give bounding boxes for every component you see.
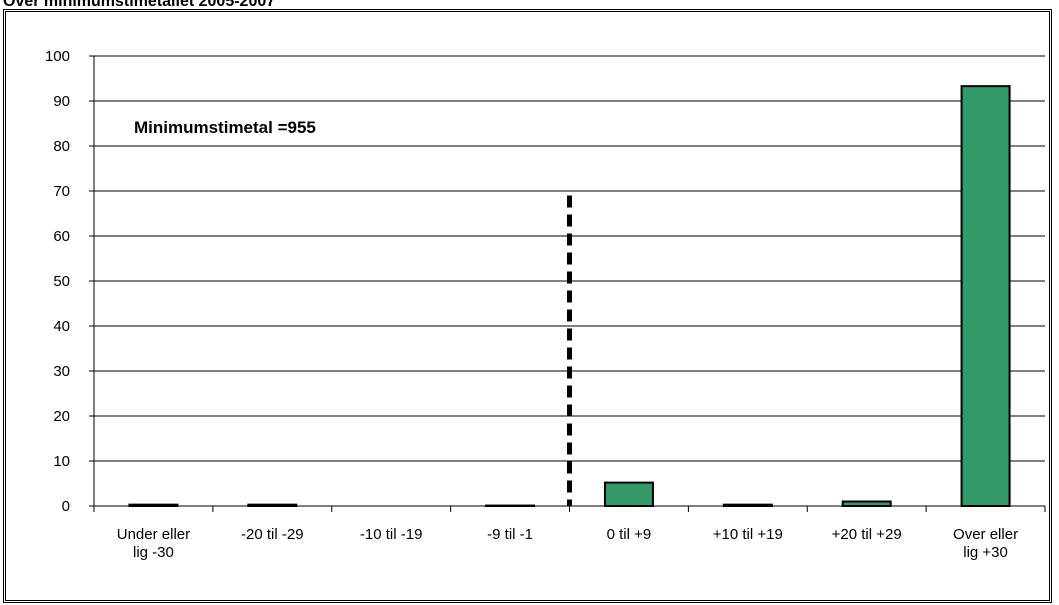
- x-tick-label: +20 til +29: [832, 526, 902, 543]
- y-tick-label: 70: [53, 183, 70, 200]
- x-tick-label: +10 til +19: [713, 526, 783, 543]
- x-tick-label: -10 til -19: [360, 526, 423, 543]
- bar: [603, 481, 654, 508]
- x-tick-label: 0 til +9: [607, 526, 652, 543]
- minimum-hours-annotation: Minimumstimetal =955: [134, 118, 316, 137]
- x-tick-label: -9 til -1: [487, 526, 533, 543]
- y-tick-label: 30: [53, 363, 70, 380]
- x-axis-ticks: Under eller lig -30 -20 til -29 -10 til -19…: [93, 506, 1046, 561]
- y-tick-label: 100: [45, 48, 70, 65]
- y-tick-label: 60: [53, 228, 70, 245]
- y-tick-label: 40: [53, 318, 70, 335]
- bars: [128, 85, 1011, 508]
- y-axis-ticks: 0 10 20 30 40 50 60 70 80 90 100: [45, 48, 94, 515]
- y-tick-label: 90: [53, 93, 70, 110]
- bar: [960, 85, 1011, 508]
- chart-frame: [3, 9, 1052, 603]
- x-tick-label: -20 til -29: [241, 526, 304, 543]
- y-tick-label: 0: [62, 498, 70, 515]
- y-tick-label: 10: [53, 453, 70, 470]
- page-title: Over minimumstimetallet 2005-2007: [3, 0, 276, 10]
- x-tick-label: Under eller lig -30: [117, 526, 190, 561]
- bar: [841, 500, 892, 507]
- y-tick-label: 20: [53, 408, 70, 425]
- x-tick-label: Over eller lig +30: [953, 526, 1018, 561]
- y-tick-label: 50: [53, 273, 70, 290]
- y-tick-label: 80: [53, 138, 70, 155]
